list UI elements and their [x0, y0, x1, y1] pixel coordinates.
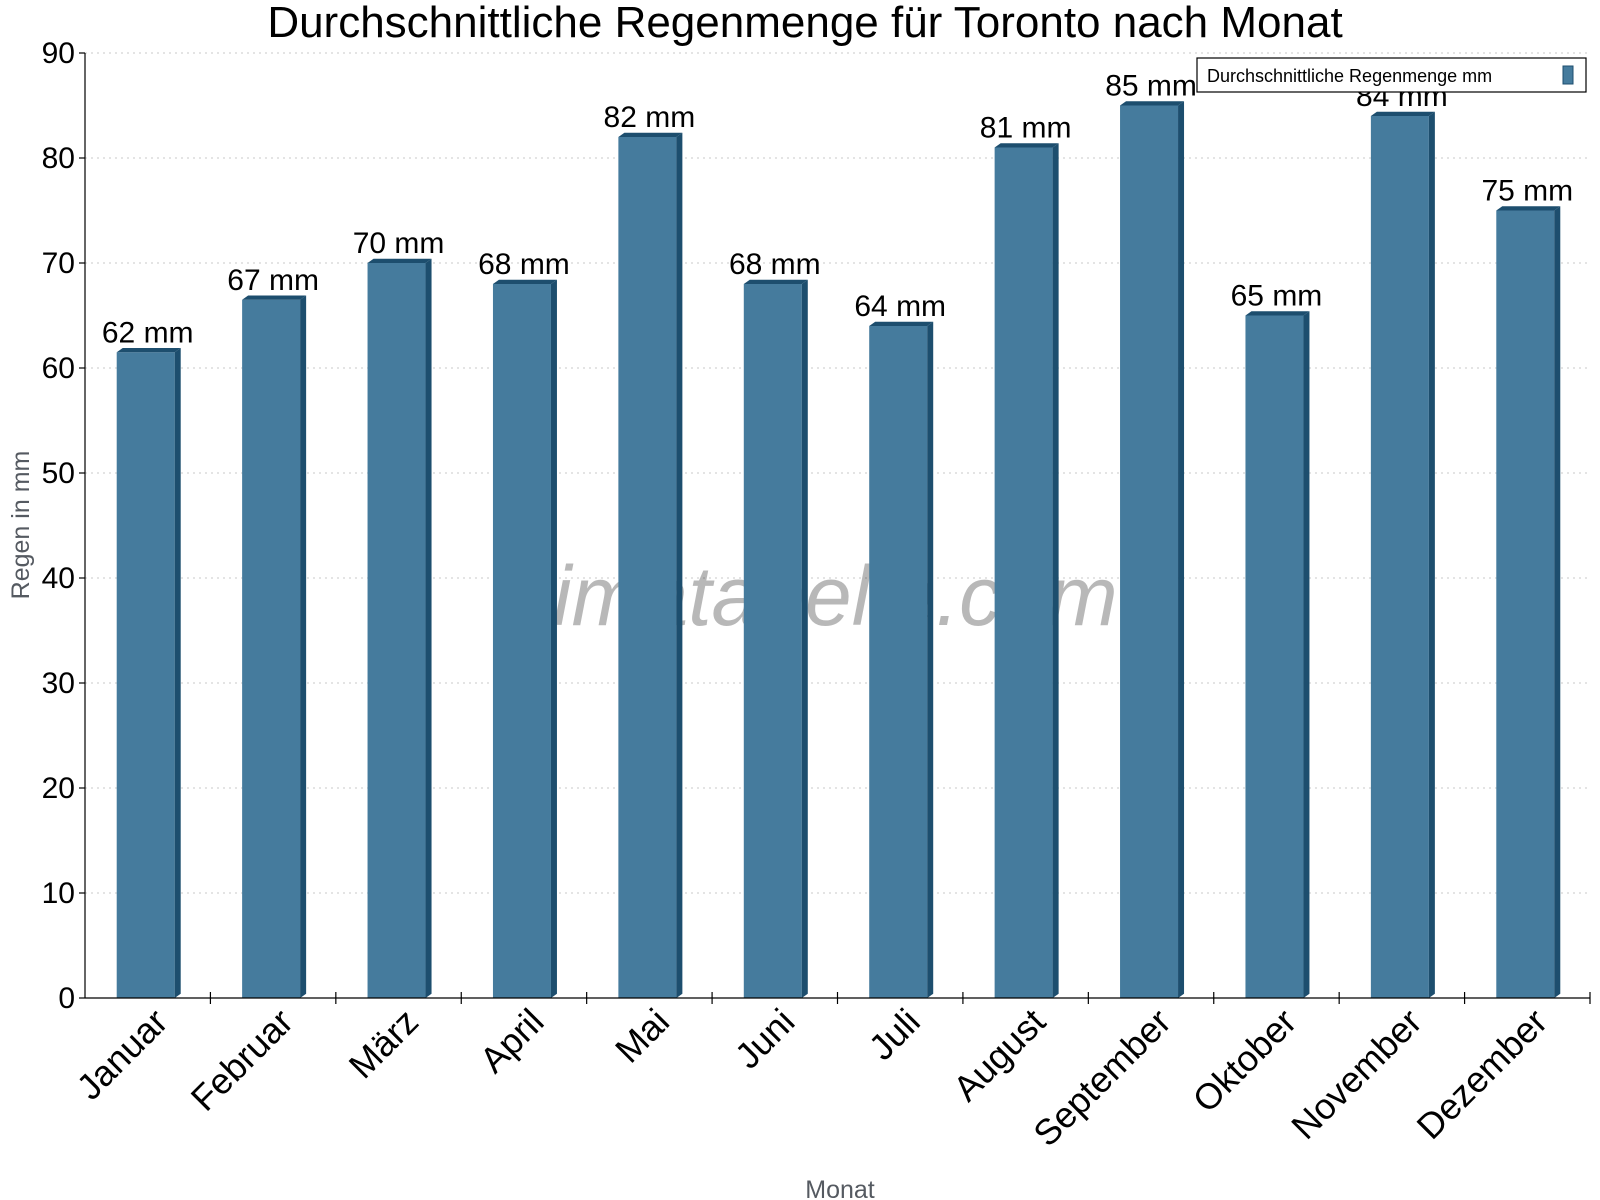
bar-9 — [1120, 101, 1185, 999]
bar-front — [1370, 116, 1429, 998]
x-tick-label: Januar — [69, 1001, 176, 1108]
bar-top — [1496, 206, 1561, 211]
bar-3 — [367, 258, 432, 998]
value-label: 70 mm — [353, 227, 445, 260]
value-label: 64 mm — [854, 290, 946, 323]
legend-label: Durchschnittliche Regenmenge mm — [1207, 66, 1492, 86]
bar-side — [1178, 101, 1185, 999]
bar-top — [1370, 111, 1435, 116]
y-tick-label: 10 — [42, 877, 75, 910]
bar-side — [1554, 206, 1561, 999]
bar-front — [743, 284, 802, 998]
bar-side — [300, 295, 307, 998]
bar-top — [367, 258, 432, 263]
value-label: 68 mm — [478, 248, 570, 281]
bar-front — [492, 284, 551, 998]
value-label: 65 mm — [1231, 280, 1323, 313]
y-axis-title: Regen in mm — [7, 451, 35, 600]
bar-4 — [492, 279, 557, 998]
value-label: 62 mm — [102, 316, 194, 349]
legend-box — [1196, 57, 1587, 93]
bar-front — [994, 147, 1053, 998]
y-tick-label: 50 — [42, 457, 75, 490]
bar-1 — [116, 348, 181, 998]
bar-top — [743, 279, 808, 284]
bar-side — [550, 279, 557, 998]
x-axis-title: Monat — [805, 1176, 875, 1200]
bar-front — [1120, 105, 1179, 998]
bar-top — [994, 143, 1059, 148]
bar-side — [1303, 311, 1310, 998]
bar-12 — [1496, 206, 1561, 999]
bar-top — [618, 132, 683, 137]
y-tick-label: 30 — [42, 667, 75, 700]
legend-swatch — [1562, 65, 1574, 85]
bar-front — [618, 137, 677, 998]
value-label: 68 mm — [729, 248, 821, 281]
bar-10 — [1245, 311, 1310, 998]
value-label: 75 mm — [1481, 175, 1573, 208]
x-tick-label: Oktober — [1185, 1001, 1305, 1121]
bar-side — [174, 348, 181, 998]
x-tick-label: September — [1025, 1001, 1179, 1155]
x-tick-label: Juli — [861, 1001, 928, 1068]
bar-5 — [618, 132, 683, 999]
y-tick-label: 20 — [42, 772, 75, 805]
bar-front — [242, 299, 301, 998]
x-tick-label: Juni — [727, 1001, 803, 1077]
y-tick-label: 60 — [42, 352, 75, 385]
x-tick-label: Februar — [183, 1001, 301, 1119]
y-tick-label: 40 — [42, 562, 75, 595]
y-tick-label: 80 — [42, 142, 75, 175]
bar-front — [869, 326, 928, 998]
x-tick-label: März — [341, 1001, 427, 1087]
x-tick-label: November — [1283, 1001, 1429, 1147]
x-tick-label: Dezember — [1409, 1001, 1555, 1147]
x-tick-label: August — [945, 1001, 1053, 1109]
y-tick-label: 90 — [42, 37, 75, 70]
bar-top — [242, 295, 307, 300]
bar-front — [367, 263, 426, 998]
bar-6 — [743, 279, 808, 998]
bar-side — [801, 279, 808, 998]
bar-side — [927, 321, 934, 998]
x-tick-label: April — [472, 1001, 552, 1081]
grid-lines — [85, 52, 1590, 894]
value-label: 67 mm — [227, 264, 319, 297]
bar-top — [869, 321, 934, 326]
legend: Durchschnittliche Regenmenge mm — [1196, 57, 1587, 93]
bar-side — [425, 258, 432, 998]
bar-front — [1496, 210, 1555, 998]
bar-2 — [242, 295, 307, 998]
value-labels: 62 mm 67 mm 70 mm 68 mm 82 mm 68 mm 64 mm 81 mm… — [102, 70, 1573, 350]
y-tick-label: 0 — [58, 982, 75, 1015]
bar-8 — [994, 143, 1059, 999]
bar-top — [1245, 311, 1310, 316]
y-tick-label: 70 — [42, 247, 75, 280]
bar-top — [116, 348, 181, 353]
value-label: 81 mm — [980, 112, 1072, 145]
bars — [116, 101, 1561, 999]
bar-top — [492, 279, 557, 284]
value-label: 85 mm — [1105, 70, 1197, 103]
bar-side — [676, 132, 683, 999]
bar-side — [1428, 111, 1435, 999]
bar-11 — [1370, 111, 1435, 999]
chart-title: Durchschnittliche Regenmenge für Toronto… — [267, 0, 1342, 47]
x-tick-label: Mai — [607, 1001, 677, 1071]
bar-front — [116, 352, 175, 998]
bar-top — [1120, 101, 1185, 106]
bar-side — [1052, 143, 1059, 999]
bar-7 — [869, 321, 934, 998]
value-label: 82 mm — [604, 101, 696, 134]
bar-front — [1245, 315, 1304, 998]
